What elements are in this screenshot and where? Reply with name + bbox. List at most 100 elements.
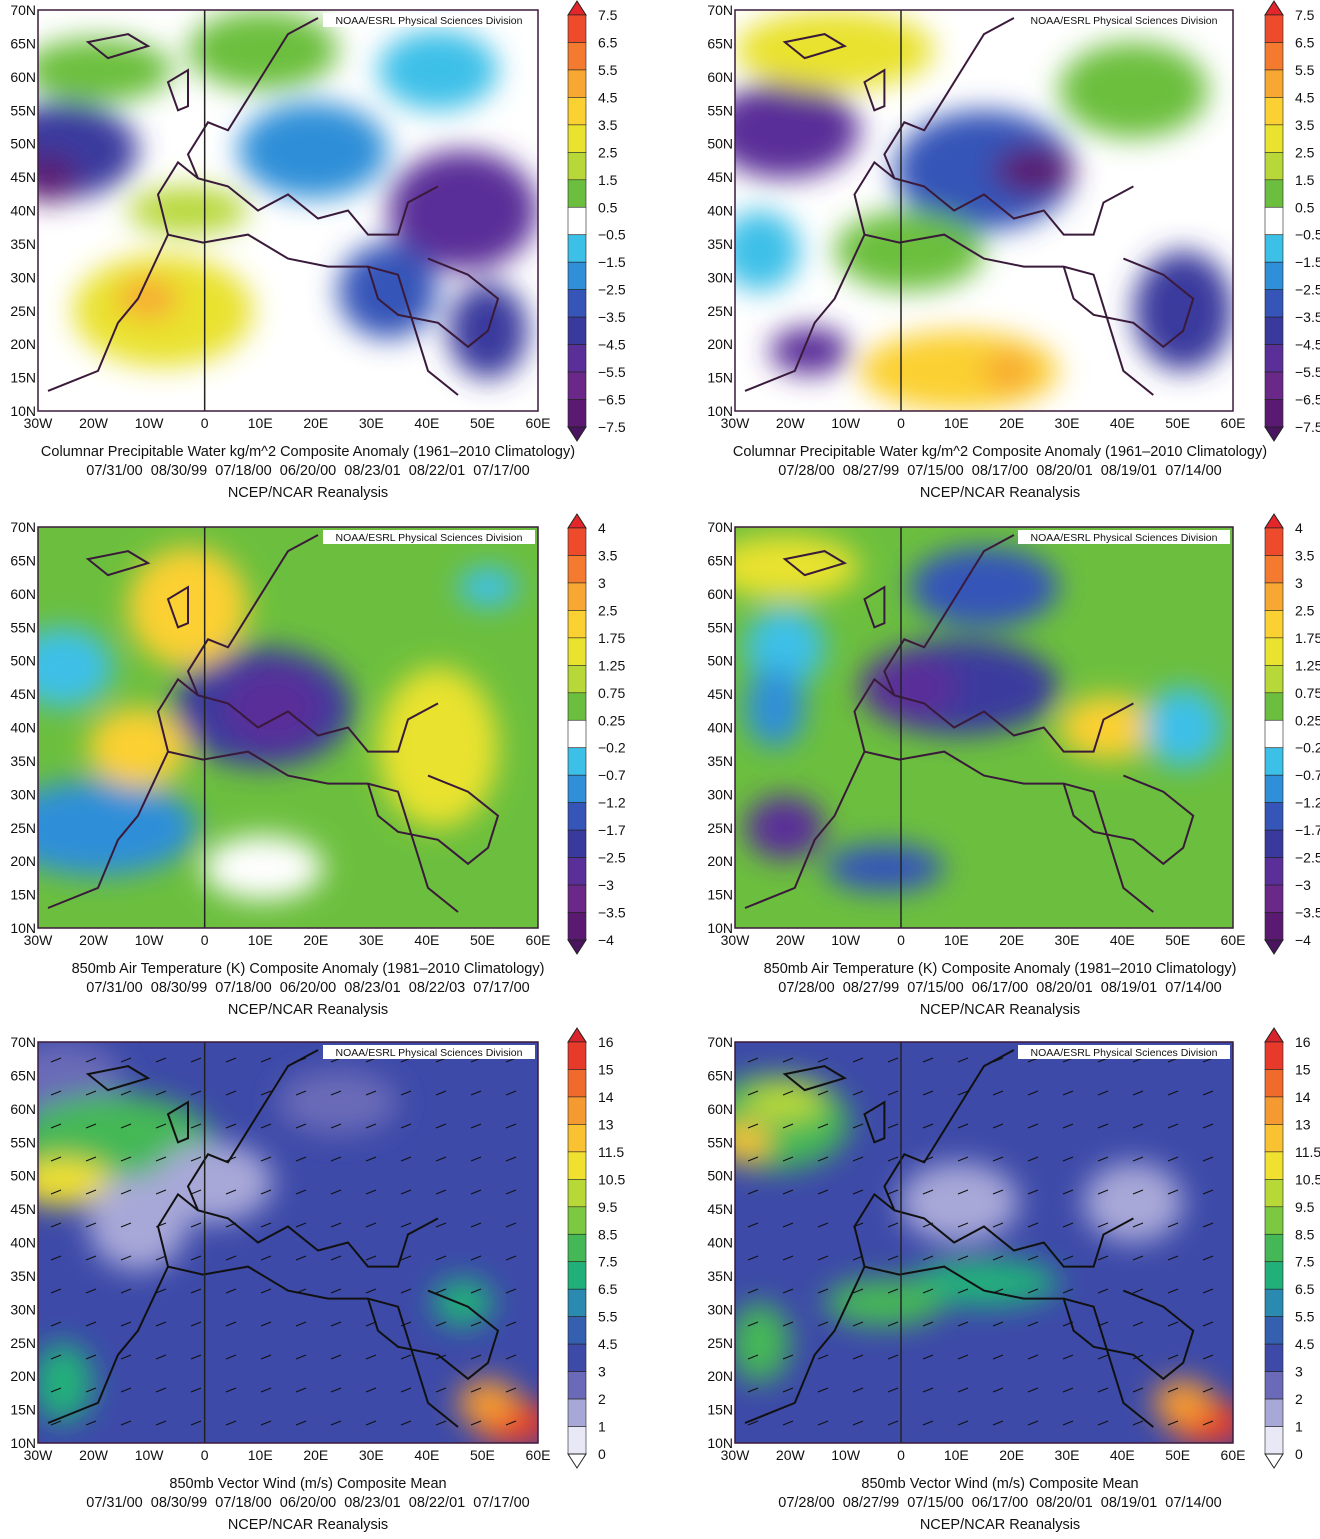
contour-region	[278, 1070, 398, 1135]
map-panel: NOAA/ESRL Physical Sciences Division 70N 6…	[10, 519, 550, 1018]
lon-label: 60E	[1221, 415, 1246, 431]
colorbar-label: 3.5	[598, 117, 618, 133]
wind-arrow	[747, 1057, 759, 1063]
lon-label: 20E	[999, 415, 1024, 431]
colorbar-segment	[1264, 344, 1284, 373]
colorbar-label: −3	[1295, 877, 1311, 893]
lat-label: 50N	[707, 1168, 733, 1184]
lon-label: 0	[897, 932, 905, 948]
colorbar-label: 4	[598, 520, 606, 536]
colorbar-label: 4.5	[598, 89, 618, 105]
wind-arrow	[957, 1321, 969, 1327]
colorbar-label: −0.2	[598, 740, 626, 756]
lon-label: 30W	[24, 932, 54, 948]
wind-arrow	[1027, 1354, 1039, 1360]
wind-arrow	[1027, 1288, 1039, 1294]
lon-label: 50E	[1165, 415, 1190, 431]
wind-arrow	[1062, 1321, 1074, 1327]
lat-label: 15N	[10, 887, 36, 903]
wind-arrow	[1167, 1288, 1179, 1294]
colorbar-segment	[567, 802, 587, 831]
lat-label: 30N	[10, 269, 36, 285]
colorbar-segment	[567, 1151, 587, 1180]
wind-arrow	[470, 1387, 482, 1393]
contour-region	[153, 1142, 273, 1223]
wind-arrow	[747, 1189, 759, 1195]
wind-arrow	[887, 1222, 899, 1228]
wind-arrow	[225, 1387, 237, 1393]
wind-arrow	[190, 1057, 202, 1063]
wind-arrow	[330, 1090, 342, 1096]
wind-arrow	[225, 1288, 237, 1294]
lat-label: 60N	[707, 1101, 733, 1117]
wind-arrow	[992, 1321, 1004, 1327]
lat-label: 60N	[707, 69, 733, 85]
wind-arrow	[992, 1222, 1004, 1228]
wind-arrow	[1132, 1420, 1144, 1426]
lon-label: 0	[201, 932, 209, 948]
lat-label: 45N	[707, 686, 733, 702]
colorbar: 7.5 6.5 5.5 4.5 3.5 2.5 1.5 0.5 −0.5 −1.5 −2.5 −3.5…	[1264, 0, 1320, 442]
lon-label: 0	[897, 1447, 905, 1463]
wind-arrow	[852, 1189, 864, 1195]
lat-label: 65N	[707, 35, 733, 51]
map-frame	[37, 9, 539, 412]
contour-region	[38, 38, 173, 103]
lat-label: 25N	[707, 820, 733, 836]
contour-region	[128, 186, 248, 235]
wind-arrow	[782, 1321, 794, 1327]
colorbar-label: −3.5	[1295, 309, 1320, 325]
wind-arrow	[782, 1255, 794, 1261]
wind-arrow	[505, 1123, 517, 1129]
colorbar-label: 13	[1295, 1116, 1311, 1132]
lat-label: 20N	[10, 336, 36, 352]
colorbar-segment	[567, 1041, 587, 1070]
wind-arrow	[120, 1123, 132, 1129]
colorbar-label: 2.5	[1295, 144, 1315, 160]
colorbar-segment	[1264, 206, 1284, 236]
wind-arrow	[85, 1222, 97, 1228]
lat-label: 55N	[707, 102, 733, 118]
wind-arrow	[505, 1189, 517, 1195]
colorbar-segment	[1264, 1371, 1284, 1400]
caption-title: 850mb Vector Wind (m/s) Composite Mean	[169, 1476, 446, 1492]
credit: NOAA/ESRL Physical Sciences Division	[336, 532, 523, 544]
lat-label: 10N	[707, 920, 733, 936]
lat-label: 65N	[707, 1067, 733, 1083]
lat-label: 20N	[10, 1368, 36, 1384]
wind-arrow	[190, 1123, 202, 1129]
lat-label: 45N	[707, 1201, 733, 1217]
wind-arrow	[435, 1420, 447, 1426]
lon-label: 40E	[1110, 1447, 1135, 1463]
colorbar-label: 2	[598, 1391, 606, 1407]
wind-arrow	[85, 1420, 97, 1426]
colorbar-label: −3.5	[1295, 905, 1320, 921]
colorbar-segment	[1264, 1426, 1284, 1455]
caption-dates: 07/31/00 08/30/99 07/18/00 06/20/00 08/2…	[86, 1495, 529, 1511]
wind-arrow	[1202, 1288, 1214, 1294]
lat-label: 40N	[707, 720, 733, 736]
map-field	[735, 10, 1233, 411]
lon-label: 20E	[303, 415, 328, 431]
colorbar-label: 0.75	[1295, 685, 1320, 701]
colorbar-segment	[567, 1426, 587, 1455]
contour-region	[735, 210, 800, 291]
colorbar-label: 5.5	[598, 1309, 618, 1325]
lat-label: 65N	[707, 552, 733, 568]
colorbar-label: 6.5	[598, 34, 618, 50]
colorbar-label: −3.5	[598, 905, 626, 921]
colorbar-cap-top	[1264, 513, 1284, 529]
lon-label: 10W	[831, 415, 861, 431]
colorbar-segment	[567, 206, 587, 236]
lon-label: 50E	[470, 1447, 495, 1463]
wind-arrow	[817, 1288, 829, 1294]
colorbar-label: 7.5	[1295, 1254, 1315, 1270]
lat-label: 10N	[707, 403, 733, 419]
colorbar-label: 11.5	[1295, 1144, 1320, 1160]
wind-arrow	[1132, 1321, 1144, 1327]
lat-label: 45N	[10, 686, 36, 702]
contour-region	[223, 667, 323, 748]
contour-region	[388, 150, 538, 271]
lon-label: 10E	[248, 1447, 273, 1463]
wind-arrow	[887, 1321, 899, 1327]
